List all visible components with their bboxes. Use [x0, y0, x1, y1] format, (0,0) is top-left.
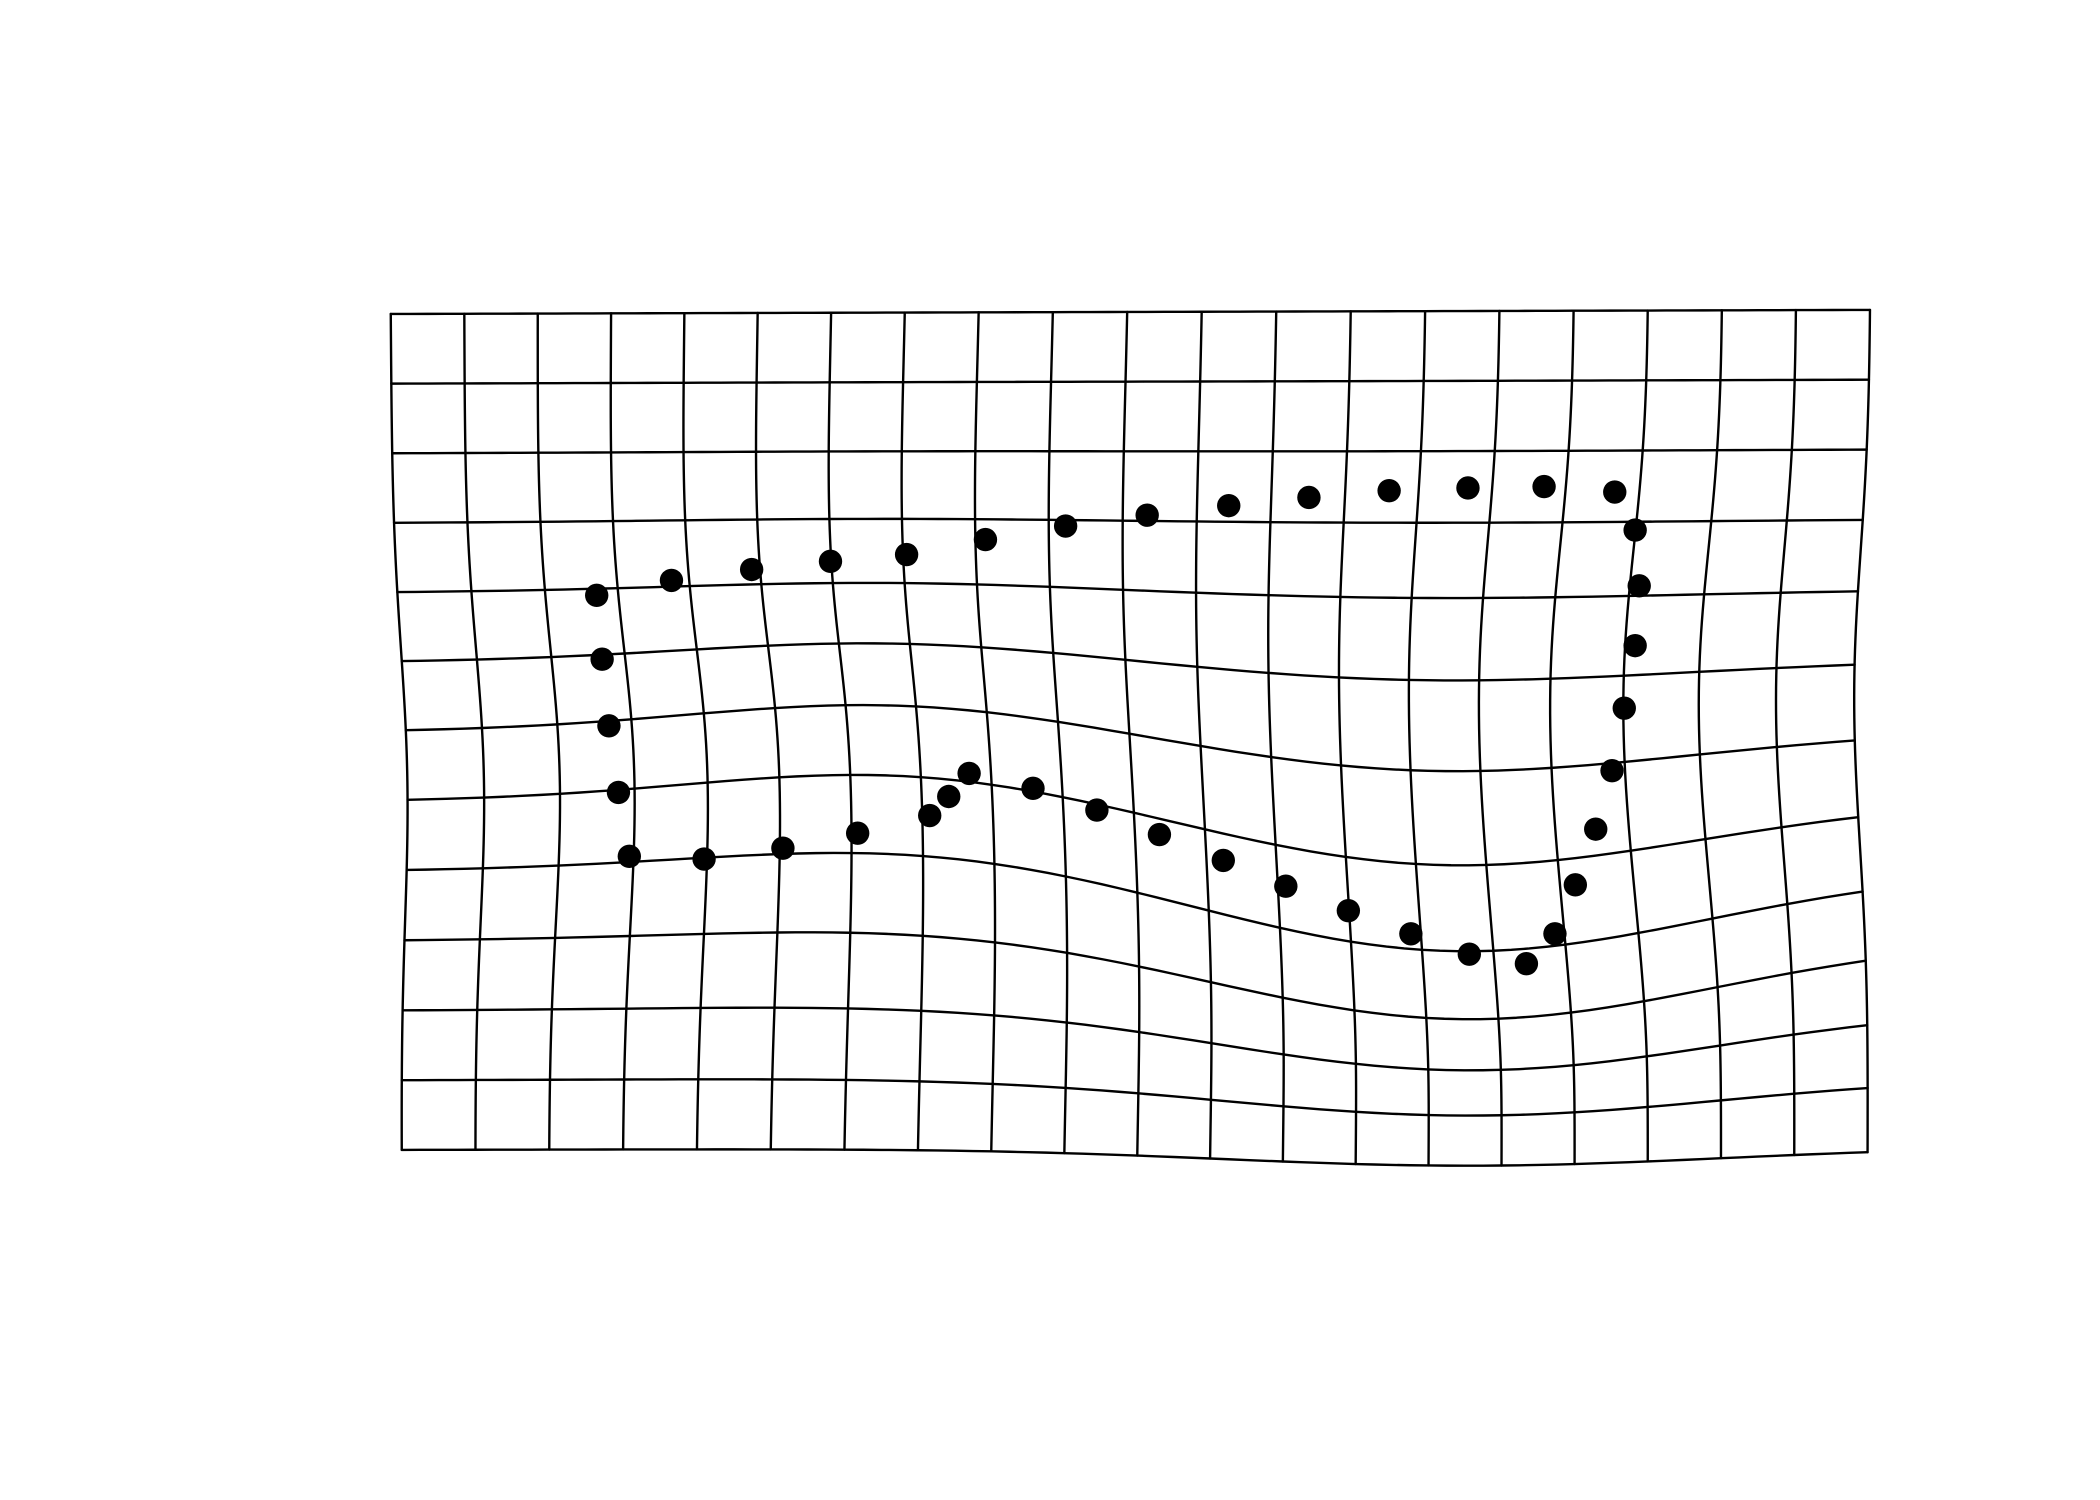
landmark-point [659, 568, 684, 593]
landmark-point [597, 714, 621, 738]
landmark-point [692, 847, 716, 871]
landmark-point [1532, 474, 1556, 499]
landmark-point [1623, 518, 1647, 542]
landmark-point [1612, 696, 1636, 720]
landmark-point [818, 549, 843, 574]
landmark-point [1211, 848, 1235, 873]
landmark-point [1297, 485, 1321, 510]
landmark-point [1147, 822, 1172, 847]
landmark-point [1336, 898, 1361, 923]
grid-vertical-line [754, 311, 782, 1151]
landmark-point [617, 844, 642, 868]
landmark-point [1021, 776, 1045, 801]
grid-vertical-line [900, 311, 925, 1152]
grid-vertical-line [389, 312, 409, 1152]
grid-vertical-lines [389, 308, 1872, 1167]
grid-vertical-line [1194, 310, 1213, 1160]
landmark-point [1456, 476, 1480, 500]
landmark-point [1135, 503, 1159, 527]
landmark-point [1274, 874, 1298, 898]
landmark-point [1217, 493, 1241, 518]
landmark-point [1584, 817, 1608, 841]
landmark-point [1627, 574, 1651, 598]
grid-vertical-line [536, 312, 562, 1151]
landmark-point [1543, 922, 1567, 946]
grid-horizontal-line [391, 448, 1868, 455]
grid-horizontal-line [403, 931, 1867, 1021]
grid-vertical-line [1697, 309, 1724, 1160]
landmark-point [937, 784, 961, 809]
landmark-point [739, 557, 764, 582]
landmark-point [957, 761, 981, 786]
landmark-point [1514, 952, 1539, 976]
landmark-point [973, 527, 998, 552]
landmark-point [1600, 758, 1624, 783]
landmark-point [771, 836, 795, 860]
grid-vertical-line [1407, 309, 1430, 1167]
landmark-points [585, 474, 1651, 976]
landmark-point [894, 542, 919, 567]
landmark-point [606, 780, 631, 805]
landmark-point [1377, 478, 1401, 503]
grid-vertical-line [1337, 310, 1358, 1166]
grid-vertical-line [827, 311, 853, 1151]
grid-vertical-line [609, 312, 636, 1151]
landmark-point [585, 583, 609, 608]
grid-vertical-line [1121, 310, 1141, 1157]
landmark-point [1053, 514, 1078, 538]
landmark-point [1563, 873, 1588, 897]
grid-vertical-line [463, 312, 486, 1151]
grid-vertical-line [682, 311, 710, 1151]
landmark-point [1457, 942, 1482, 966]
landmark-point [1399, 922, 1423, 946]
landmark-point [918, 803, 942, 828]
landmark-point [1603, 480, 1627, 504]
landmark-point [1623, 633, 1647, 658]
landmark-point [845, 821, 870, 845]
grid-vertical-line [973, 311, 997, 1153]
grid-vertical-line [1477, 309, 1503, 1167]
grid-vertical-line [1774, 308, 1798, 1157]
grid-vertical-line [1622, 309, 1649, 1163]
grid-vertical-line [1852, 308, 1872, 1154]
grid-vertical-line [1047, 310, 1069, 1155]
landmark-point [590, 647, 614, 671]
grid-vertical-line [1548, 309, 1576, 1166]
landmark-point [1085, 798, 1109, 822]
grid-vertical-line [1267, 310, 1285, 1163]
